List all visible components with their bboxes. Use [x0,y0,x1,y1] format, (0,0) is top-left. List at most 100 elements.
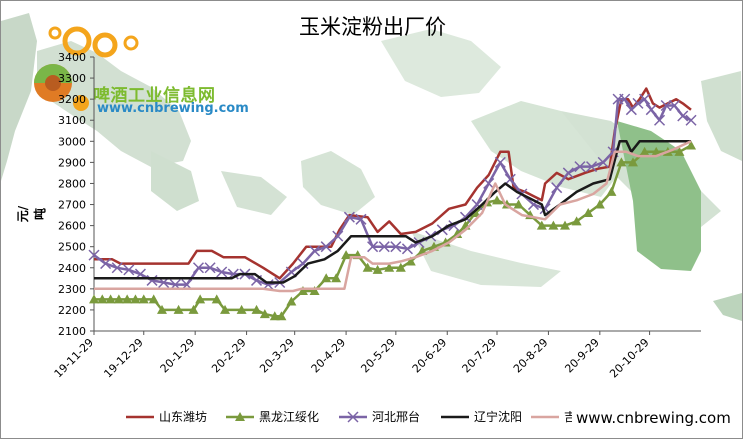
series-marker [204,262,216,274]
series-marker [616,157,627,167]
series-marker [536,220,547,230]
series-marker [372,264,383,274]
y-tick-label: 2300 [58,283,86,296]
series-marker [113,294,124,304]
legend-label: 辽宁沈阳 [474,409,522,424]
x-tick-label: 20-4-29 [309,336,349,376]
series-marker [639,146,650,156]
x-tick-label: 19-12-29 [101,336,146,381]
x-tick-label: 20-10-29 [607,336,652,381]
y-tick-label: 2600 [58,220,86,233]
series-4 [94,140,691,284]
series-marker [88,249,100,261]
y-tick-label: 2900 [58,156,86,169]
series-line [94,144,692,318]
series-marker [122,294,133,304]
series-marker [677,110,689,122]
series-marker [97,294,108,304]
series-marker [639,93,651,105]
series-marker [123,264,135,276]
y-tick-label: 3100 [58,114,86,127]
series-line [94,140,692,293]
series-marker [606,186,617,196]
series-marker [235,412,245,421]
legend-item-1: 山东潍坊 [126,409,207,424]
series-marker [405,256,416,266]
series-marker [188,304,199,314]
series-marker [401,243,413,255]
series-marker [390,241,402,253]
series-marker [259,309,270,319]
series-marker [632,97,644,109]
series-marker [173,304,184,314]
series-marker [236,304,247,314]
x-tick-label: 20-9-29 [562,336,602,376]
x-tick-label: 20-2-29 [209,336,249,376]
series-marker [195,294,206,304]
series-marker [89,294,99,304]
legend-label: 河北邢台 [372,409,420,424]
series-marker [660,99,672,112]
series-marker [594,199,605,209]
series-marker [105,294,116,304]
series-marker [297,285,308,295]
series-marker [674,146,685,156]
series-marker [297,258,309,270]
series-marker [320,241,332,253]
y-tick-label: 2500 [58,241,86,254]
y-tick-label: 2400 [58,262,86,275]
series-marker [347,411,359,423]
series-marker [343,211,355,223]
series-marker [276,311,287,321]
series-marker [668,99,680,112]
series-marker [331,273,342,283]
series-marker [597,156,609,168]
series-marker [286,296,297,306]
legend-item-4: 辽宁沈阳 [441,409,522,424]
series-marker [560,220,571,230]
y-tick-label: 3400 [58,51,86,64]
series-marker [645,104,657,116]
x-tick-label: 20-8-29 [511,336,551,376]
series-marker [483,177,495,189]
series-marker [341,250,352,260]
series-marker [378,241,390,253]
y-tick-label: 3200 [58,93,86,106]
series-marker [362,262,373,272]
series-marker [395,262,406,272]
series-marker [494,156,506,168]
series-marker [651,146,662,156]
y-tick-label: 2100 [58,325,86,338]
chart-title: 玉米淀粉出厂价 [299,15,446,39]
y-tick-label: 3000 [58,135,86,148]
x-tick-label: 20-3-29 [257,336,297,376]
series-marker [548,220,559,230]
series-marker [654,114,666,126]
y-tick-label: 2800 [58,177,86,190]
series-marker [470,207,481,217]
series-marker [192,262,205,274]
series-marker [628,157,639,167]
series-marker [332,230,344,242]
y-tick-label: 2200 [58,304,86,317]
legend-label: 黑龙江绥化 [259,410,319,424]
legend-item-3: 河北邢台 [339,409,420,424]
y-tick-label: 3300 [58,72,86,85]
series-5 [94,140,692,293]
series-marker [211,294,222,304]
series-marker [685,114,697,126]
legend-item-2: 黑龙江绥化 [226,410,319,424]
brewing-logo [34,26,139,111]
series-3 [88,93,697,291]
series-marker [571,216,582,226]
series-marker [100,258,112,270]
series-marker [384,262,395,272]
y-tick-label: 2700 [58,199,86,212]
series-line [93,97,692,286]
series-marker [309,245,321,257]
series-marker [492,195,503,205]
series-marker [574,161,586,173]
series-marker [216,266,228,278]
